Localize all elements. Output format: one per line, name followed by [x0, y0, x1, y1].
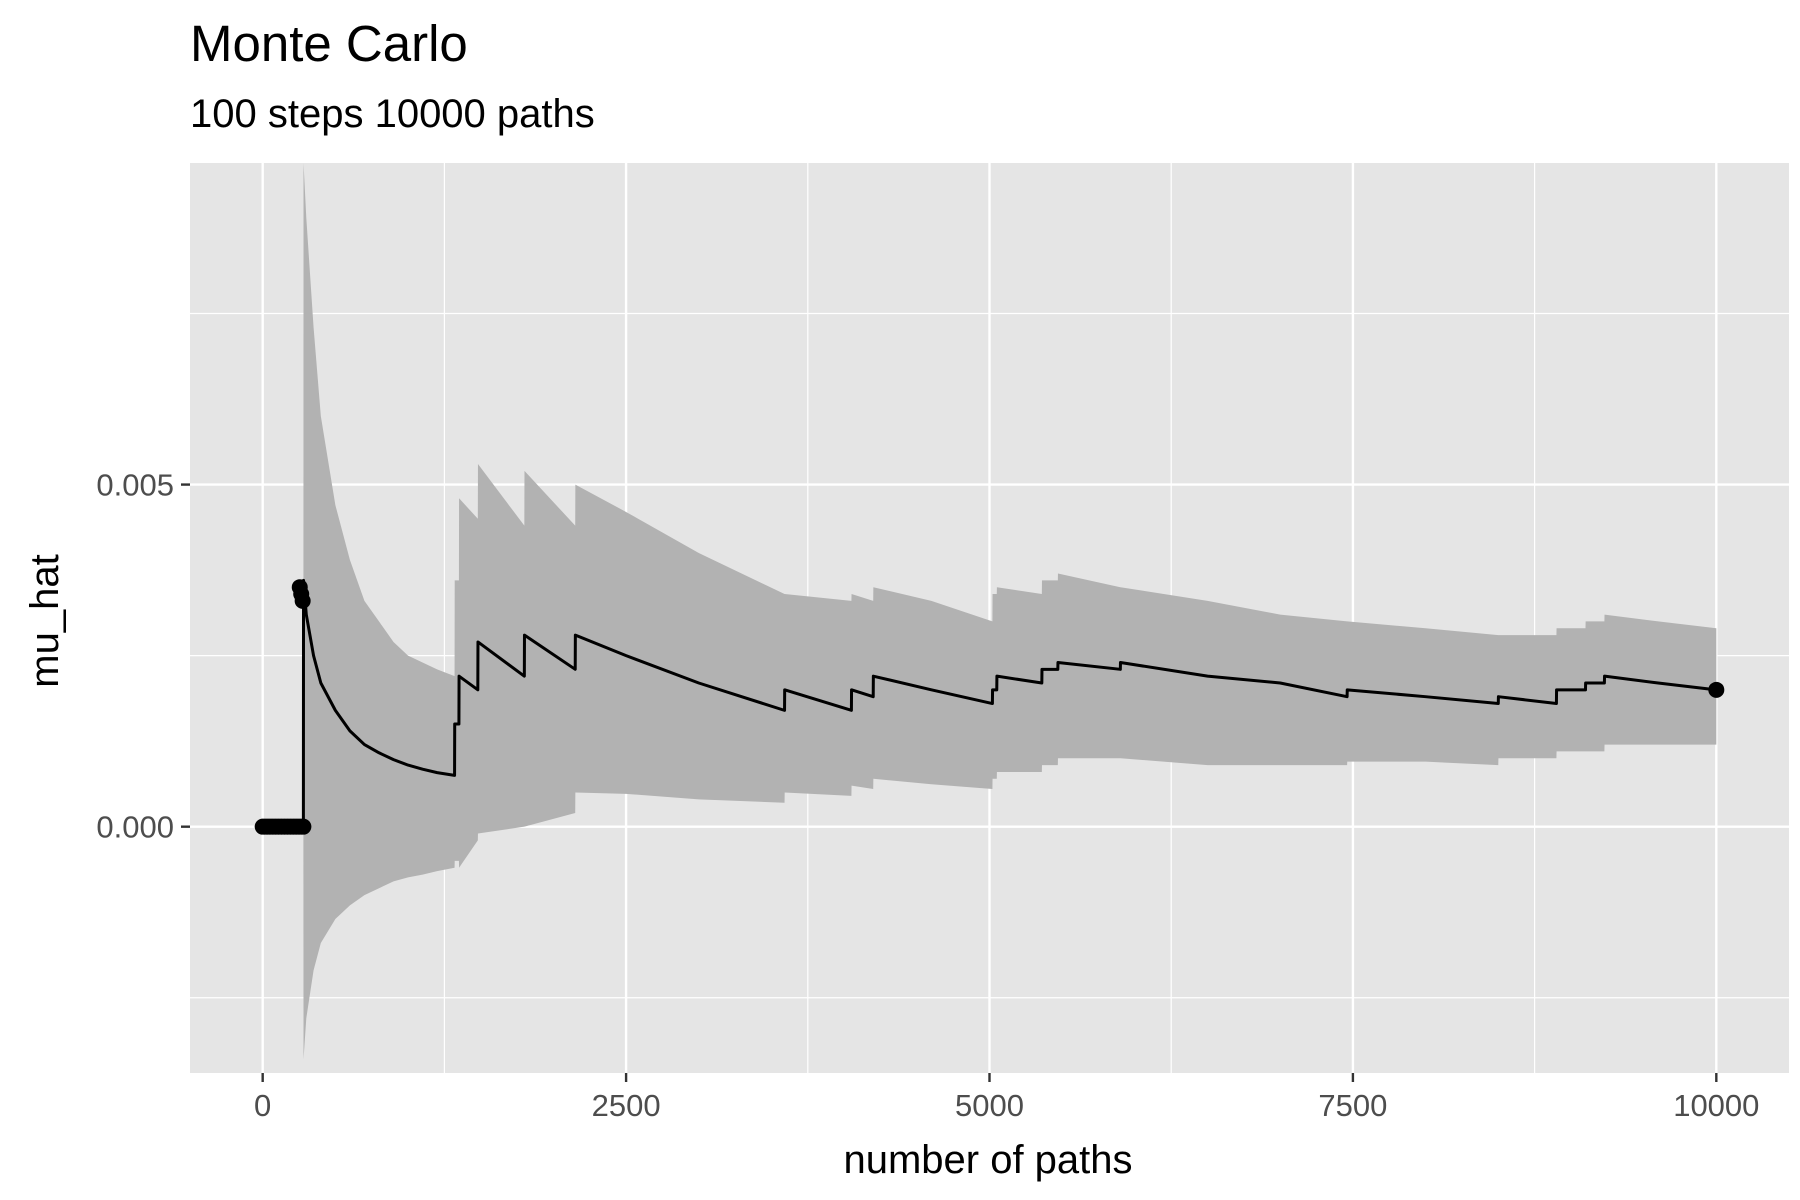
chart-subtitle: 100 steps 10000 paths [190, 92, 595, 136]
y-axis: 0.000 0.005 [96, 468, 190, 845]
estimate-line-layer [262, 578, 1717, 829]
confidence-band-layer [262, 163, 1717, 1060]
chart-title: Monte Carlo [190, 15, 468, 72]
x-tick-label: 10000 [1673, 1088, 1759, 1123]
x-tick-label: 5000 [955, 1088, 1024, 1123]
data-point [1708, 681, 1725, 698]
x-axis-label: number of paths [843, 1138, 1132, 1182]
x-tick-label: 7500 [1318, 1088, 1387, 1123]
estimate-line [262, 578, 1717, 829]
data-point [294, 592, 311, 609]
y-tick-label: 0.005 [96, 468, 174, 503]
data-point [295, 818, 312, 835]
x-tick-label: 0 [254, 1088, 271, 1123]
x-axis: 0 2500 5000 7500 10000 [254, 1073, 1759, 1123]
x-tick-label: 2500 [592, 1088, 661, 1123]
confidence-band [262, 163, 1717, 1060]
y-axis-label: mu_hat [23, 554, 67, 687]
y-tick-label: 0.000 [96, 810, 174, 845]
point-layer [254, 579, 1725, 835]
